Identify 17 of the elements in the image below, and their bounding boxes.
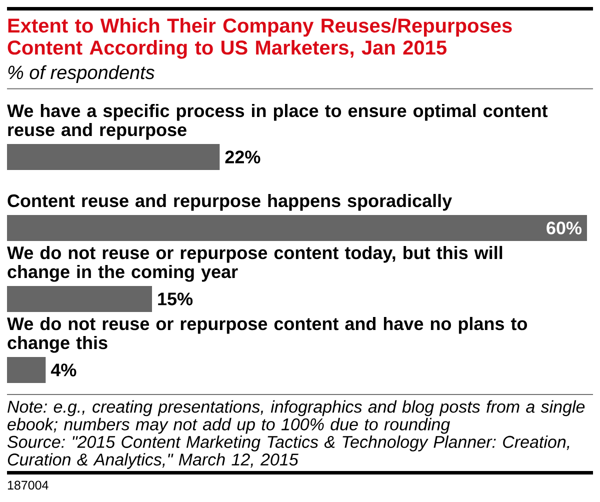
data-label: 4% (50, 364, 76, 376)
source-note: Source: "2015 Content Marketing Tactics & Technology Planner: Creation, Curation & Analytics," March 12, 2015 (7, 435, 570, 469)
y-tick-label: We do not reuse or repurpose content today, but this will change in the coming year (7, 246, 502, 282)
text: Note: e.g., creating presentations, infographics and blog posts from a single ebook; numbers may not add up to 100% due to rounding (8, 400, 585, 434)
bar (7, 286, 152, 312)
chart-subtitle: % of respondents (8, 65, 154, 83)
y-tick-label: Content reuse and repurpose happens sporadically (8, 194, 452, 211)
y-tick-label: We have a specific process in place to ensure optimal content reuse and repurpose (7, 104, 548, 140)
chart-title: Extent to Which Their Company Reuses/Repurposes Content According to US Marketers, Jan 2015 (8, 18, 512, 59)
text: 187004 (8, 480, 48, 490)
data-label: 22% (225, 150, 260, 164)
data-label: 15% (158, 292, 193, 306)
bar (7, 356, 46, 383)
y-tick-label: We do not reuse or repurpose content and have no plans to change this (7, 316, 528, 353)
bar (7, 214, 587, 241)
bar (7, 144, 220, 170)
data-label: 60% (546, 222, 582, 234)
